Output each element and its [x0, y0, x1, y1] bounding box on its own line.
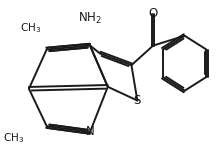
Text: CH$_3$: CH$_3$ — [3, 131, 24, 145]
Text: O: O — [149, 7, 158, 20]
Text: N: N — [86, 125, 94, 138]
Text: S: S — [134, 94, 141, 107]
Text: CH$_3$: CH$_3$ — [20, 21, 41, 35]
Text: NH$_2$: NH$_2$ — [78, 10, 102, 26]
